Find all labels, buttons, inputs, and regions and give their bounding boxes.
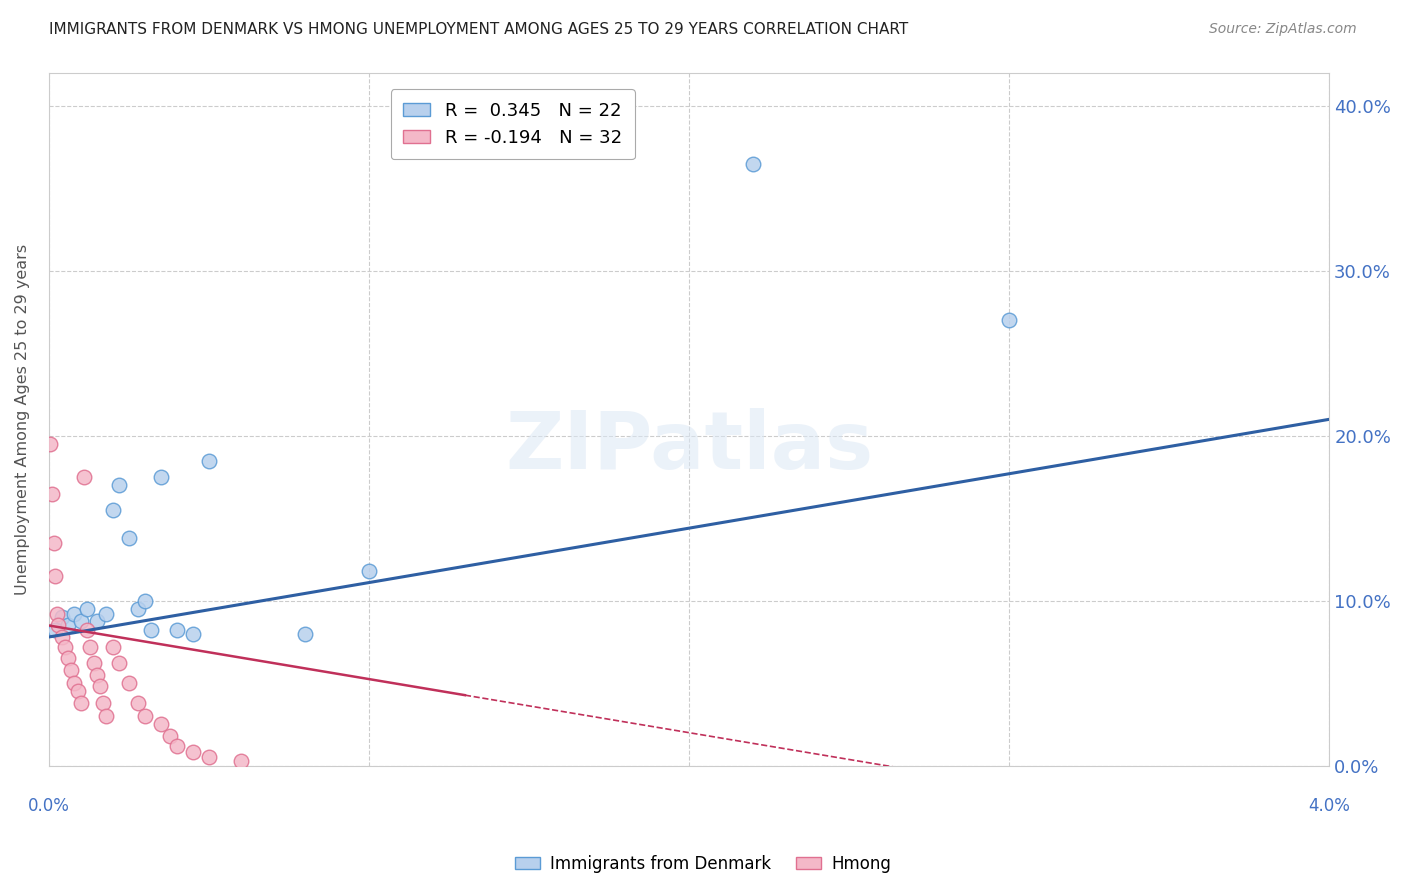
Point (181, 746, 204, 760)
Point (198, 750, 221, 764)
Point (76, 602, 98, 616)
Point (101, 503, 124, 517)
Text: ZIPatlas: ZIPatlas (505, 408, 873, 486)
Point (127, 602, 149, 616)
Point (69, 696, 91, 710)
Y-axis label: Unemployment Among Ages 25 to 29 years: Unemployment Among Ages 25 to 29 years (15, 244, 30, 595)
Point (53, 640, 76, 654)
Point (96, 709, 118, 723)
Point (63, 607, 86, 621)
Point (45, 607, 67, 621)
Point (108, 478, 131, 492)
Point (294, 626, 316, 640)
Point (66, 684, 89, 698)
Point (742, 157, 765, 171)
Point (56, 618, 79, 632)
Point (76, 624, 98, 638)
Point (69, 614, 91, 628)
Point (73, 470, 96, 484)
Point (86, 668, 108, 682)
Point (51, 610, 73, 624)
Point (127, 696, 149, 710)
Point (149, 717, 172, 731)
Point (101, 640, 124, 654)
Point (89, 680, 111, 694)
Point (42, 536, 65, 550)
Text: 4.0%: 4.0% (1309, 797, 1350, 814)
Point (198, 453, 221, 467)
Point (166, 739, 188, 753)
Point (118, 531, 141, 545)
Point (39, 437, 62, 451)
Point (134, 709, 156, 723)
Point (86, 614, 108, 628)
Point (79, 640, 101, 654)
Point (83, 657, 105, 671)
Point (91, 696, 114, 710)
Point (63, 676, 86, 690)
Text: Source: ZipAtlas.com: Source: ZipAtlas.com (1209, 22, 1357, 37)
Point (118, 676, 141, 690)
Point (159, 729, 181, 743)
Point (149, 470, 172, 484)
Legend: Immigrants from Denmark, Hmong: Immigrants from Denmark, Hmong (509, 848, 897, 880)
Text: 0.0%: 0.0% (28, 797, 70, 814)
Point (229, 754, 252, 768)
Point (41, 486, 63, 500)
Text: IMMIGRANTS FROM DENMARK VS HMONG UNEMPLOYMENT AMONG AGES 25 TO 29 YEARS CORRELAT: IMMIGRANTS FROM DENMARK VS HMONG UNEMPLO… (49, 22, 908, 37)
Point (44, 624, 66, 638)
Point (56, 651, 79, 665)
Point (166, 624, 188, 638)
Point (44, 569, 66, 583)
Point (96, 607, 118, 621)
Point (998, 313, 1021, 327)
Point (60, 663, 83, 677)
Point (181, 626, 204, 640)
Point (108, 657, 131, 671)
Point (134, 593, 156, 607)
Point (51, 630, 73, 644)
Point (357, 564, 380, 578)
Legend: R =  0.345   N = 22, R = -0.194   N = 32: R = 0.345 N = 22, R = -0.194 N = 32 (391, 89, 634, 160)
Point (48, 618, 70, 632)
Point (141, 624, 163, 638)
